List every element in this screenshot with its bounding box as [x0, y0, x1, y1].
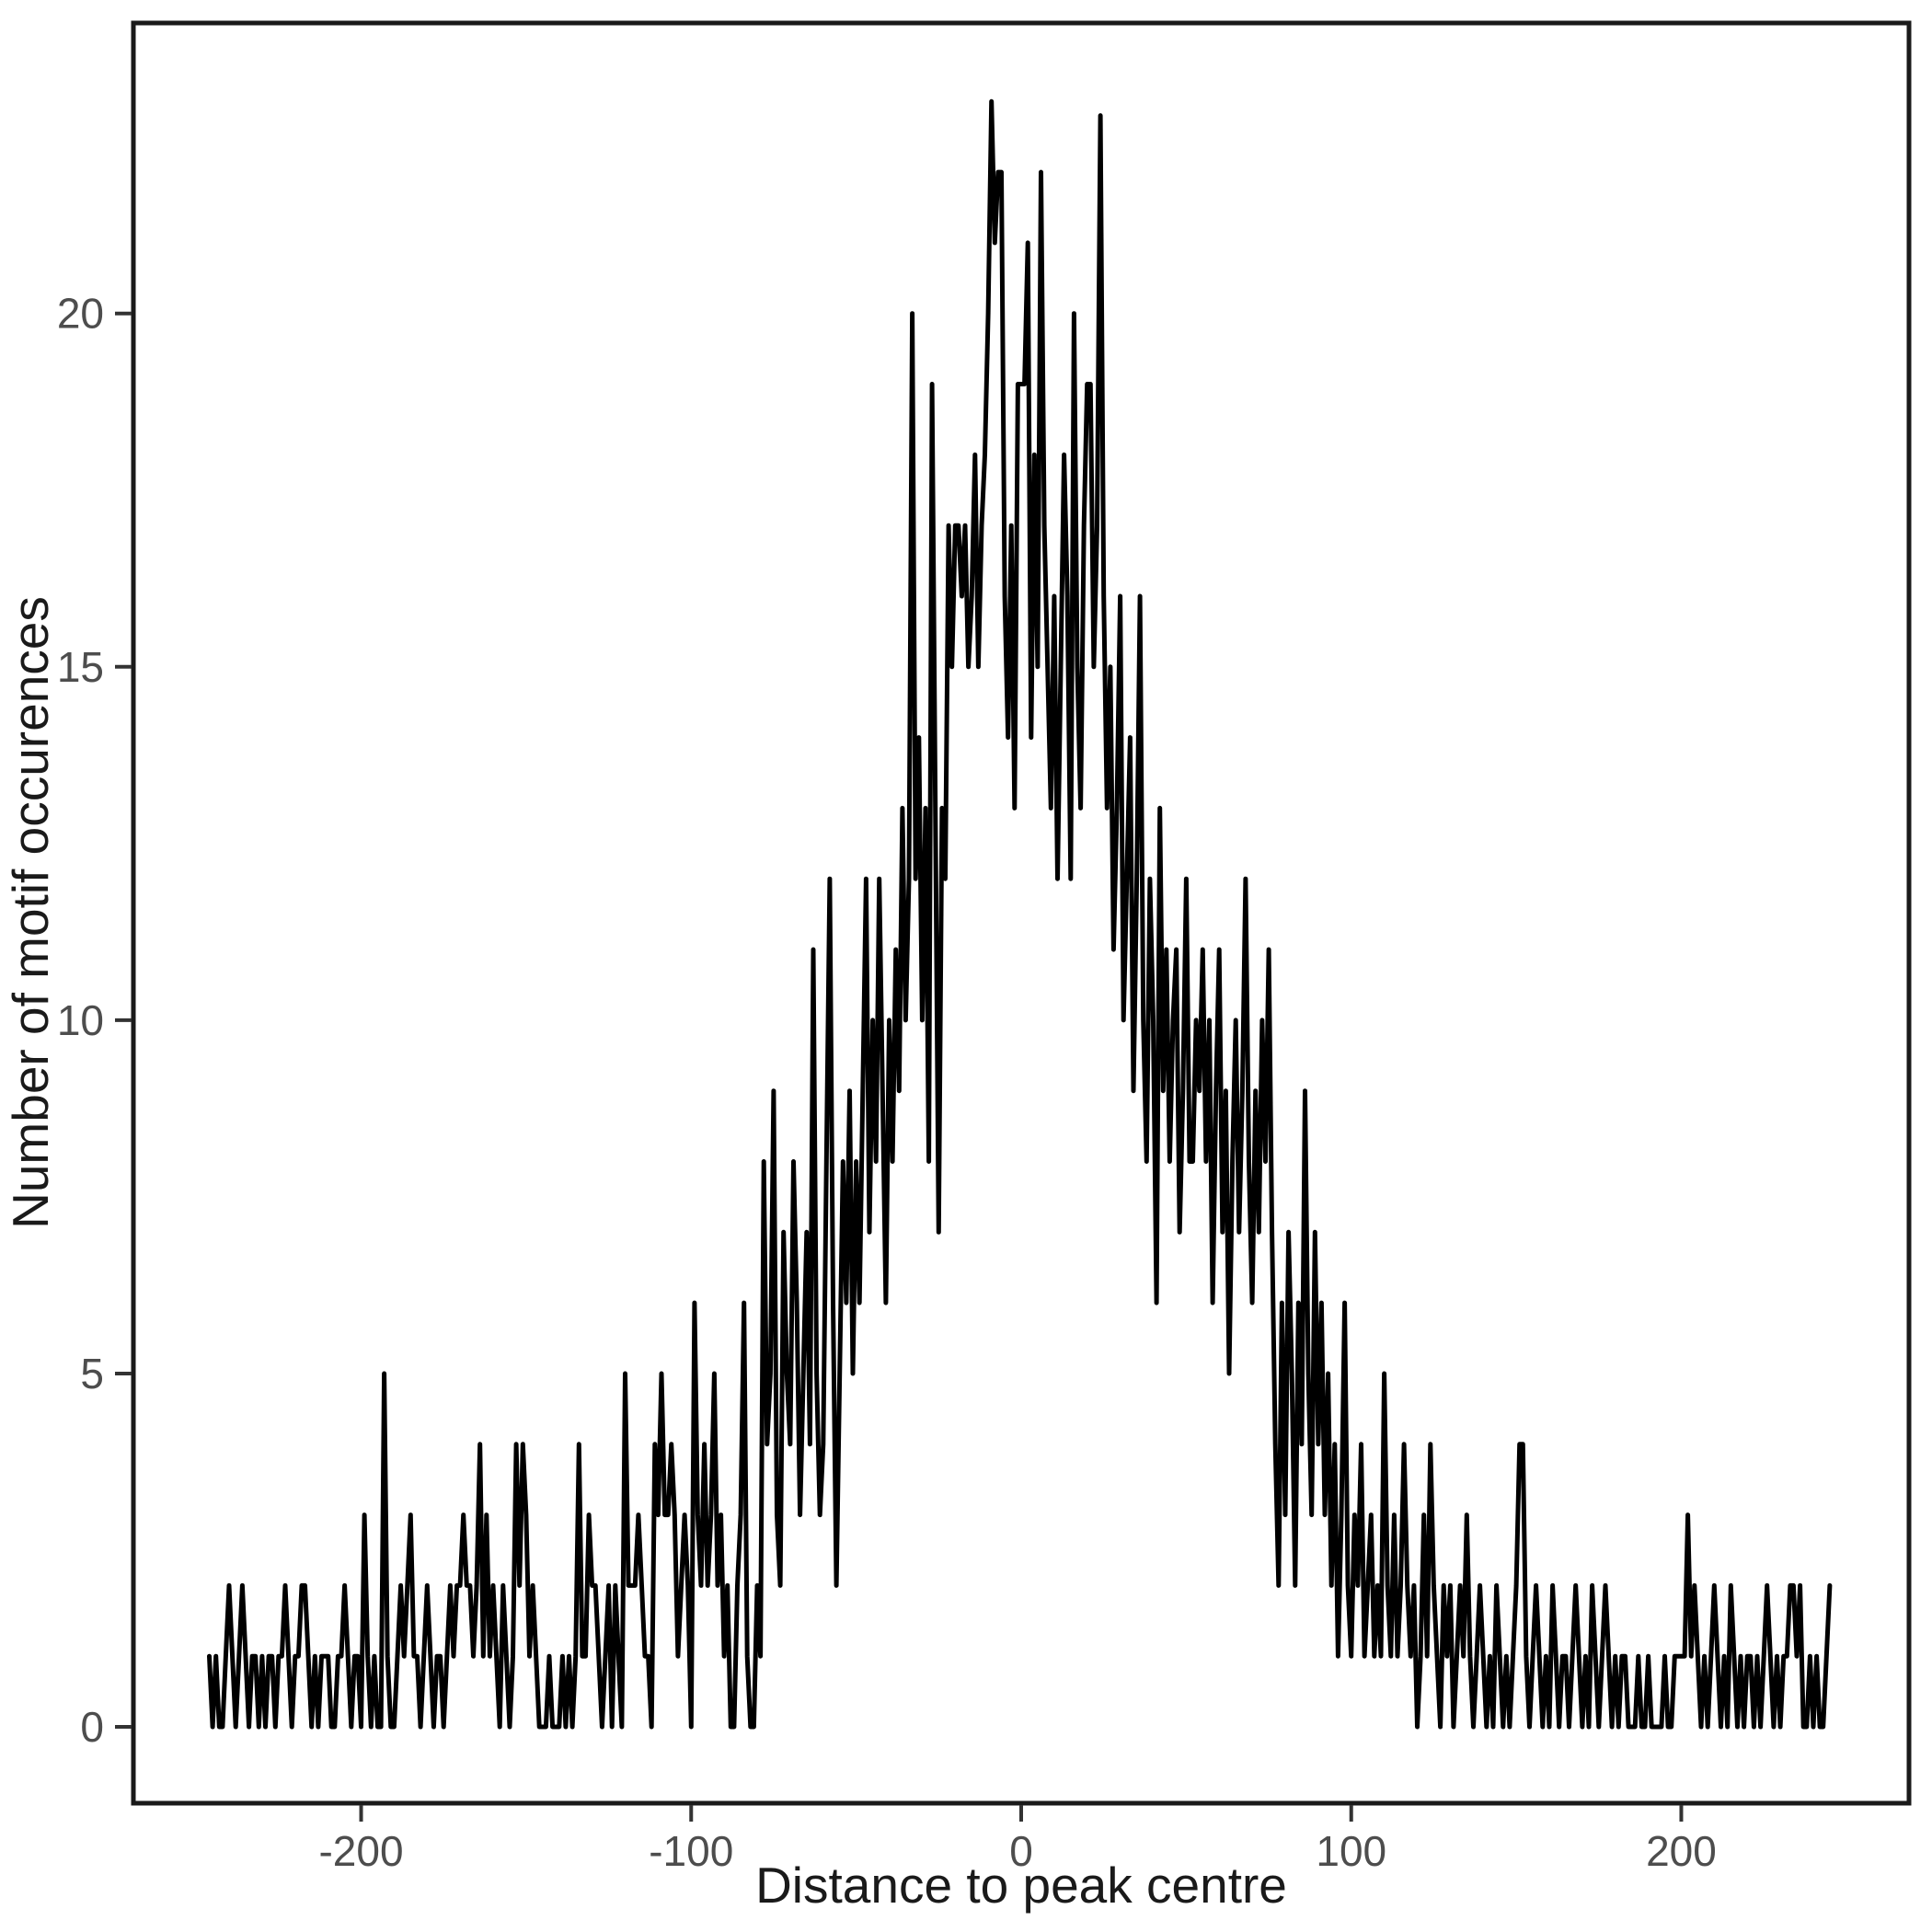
data-line: [207, 98, 1833, 1730]
x-tick-label: 0: [1009, 1827, 1033, 1875]
plot-panel: [131, 20, 1912, 1806]
y-tick-label: 0: [80, 1703, 104, 1751]
x-tick-label: -100: [649, 1827, 733, 1875]
x-tick-label: 200: [1646, 1827, 1717, 1875]
x-tick-label: 100: [1316, 1827, 1386, 1875]
y-tick-label: 5: [80, 1350, 104, 1397]
x-axis-title: Distance to peak centre: [755, 1857, 1287, 1914]
y-tick-label: 20: [57, 290, 104, 338]
x-tick-label: -200: [318, 1827, 403, 1875]
y-axis-title: Number of motif occurences: [2, 596, 59, 1229]
y-axis-ticks: 0 5 10 15 20: [57, 290, 132, 1751]
y-tick-label: 15: [57, 643, 104, 691]
x-axis-ticks: -200 -100 0 100 200: [318, 1805, 1717, 1875]
panel-border: [131, 20, 1912, 1806]
y-tick-label: 10: [57, 996, 104, 1044]
data-series: [207, 98, 1833, 1730]
